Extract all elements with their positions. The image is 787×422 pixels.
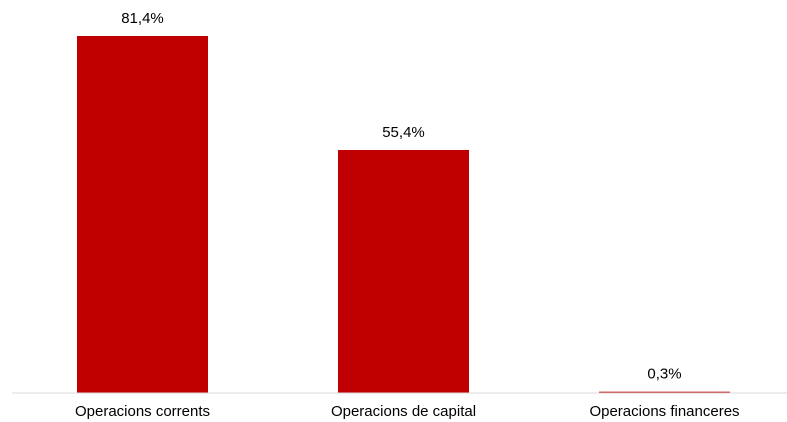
bar-1 [77,36,208,393]
labels-group: 81,4% Operacions corrents 55,4% Operacions … [75,10,740,420]
bar-3 [599,391,730,393]
x-tick-label-3: Operacions financeres [589,403,739,420]
data-label-1: 81,4% [121,10,164,27]
data-label-3: 0,3% [647,366,681,383]
bar-2 [338,150,469,393]
data-label-2: 55,4% [382,124,425,141]
bars-group [77,36,730,393]
x-tick-label-1: Operacions corrents [75,403,210,420]
x-tick-label-2: Operacions de capital [331,403,476,420]
